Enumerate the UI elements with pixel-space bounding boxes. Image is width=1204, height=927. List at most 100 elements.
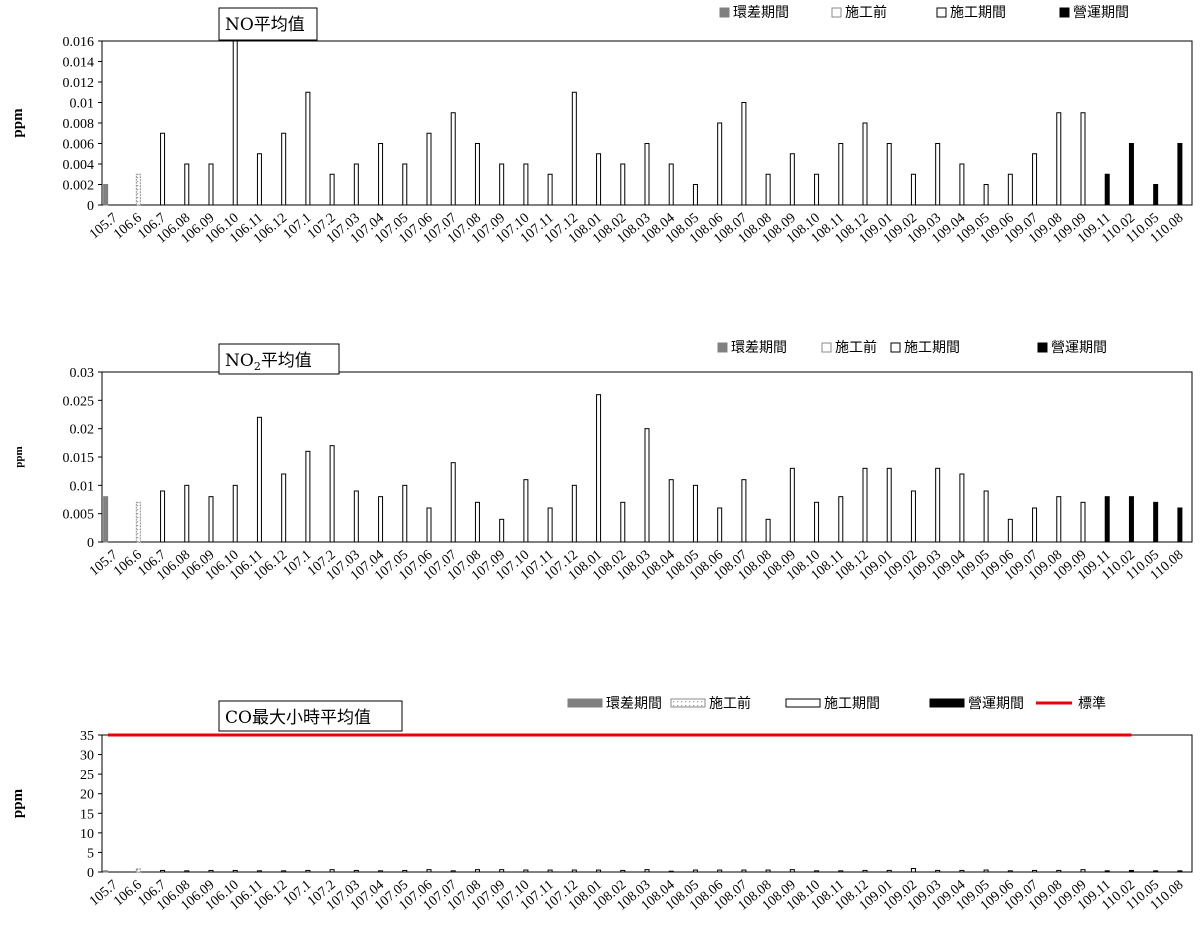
bar-106.7 <box>160 490 166 543</box>
bar-110.08 <box>1177 870 1183 873</box>
bar-107.09 <box>499 163 505 206</box>
bar-106.12 <box>281 132 287 206</box>
legend-label-1: 施工前 <box>845 4 887 21</box>
bar-107.2 <box>329 445 335 543</box>
bar-106.10 <box>232 484 238 543</box>
y-axis-label: ppm <box>13 446 25 467</box>
legend-label-3: 營運期間 <box>968 696 1024 712</box>
bar-108.03 <box>644 143 650 206</box>
bar-110.02 <box>1128 869 1134 873</box>
bar-108.08 <box>765 869 771 873</box>
bar-107.04 <box>378 143 384 206</box>
y-tick-label: 0.006 <box>63 138 95 153</box>
y-tick-label: 0.014 <box>63 56 95 71</box>
bar-107.03 <box>353 869 359 873</box>
y-axis-label: ppm <box>10 788 26 818</box>
bar-105.7 <box>103 496 109 543</box>
legend-swatch-1 <box>670 698 706 708</box>
bar-107.1 <box>305 869 311 873</box>
y-tick-label: 5 <box>87 846 94 861</box>
bar-108.07 <box>741 102 747 206</box>
legend-label-0: 環差期間 <box>731 340 787 356</box>
bar-108.06 <box>717 507 723 543</box>
bar-108.03 <box>644 869 650 873</box>
bar-109.03 <box>935 467 941 543</box>
plot-area <box>101 734 1193 873</box>
bar-106.6 <box>135 173 141 206</box>
y-tick-label: 0.004 <box>63 158 95 173</box>
bar-106.08 <box>184 163 190 206</box>
legend-swatch-3 <box>1059 7 1070 18</box>
bar-107.05 <box>402 484 408 543</box>
bar-109.09 <box>1080 501 1086 543</box>
y-tick-label: 0 <box>87 199 94 214</box>
bar-110.05 <box>1153 870 1159 873</box>
chart-title-box <box>218 7 318 41</box>
bar-107.10 <box>523 869 529 873</box>
bar-109.07 <box>1032 153 1038 206</box>
bar-108.02 <box>620 501 626 543</box>
bar-106.08 <box>184 870 190 873</box>
bar-107.12 <box>571 484 577 543</box>
bar-107.05 <box>402 869 408 873</box>
legend-swatch-2 <box>785 698 821 708</box>
bar-109.11 <box>1104 496 1110 543</box>
bar-108.05 <box>692 184 698 206</box>
bar-109.04 <box>959 869 965 873</box>
bar-109.08 <box>1056 112 1062 206</box>
bar-107.1 <box>305 450 311 543</box>
bar-108.04 <box>668 870 674 873</box>
bar-107.2 <box>329 173 335 206</box>
bar-109.08 <box>1056 869 1062 873</box>
bar-109.02 <box>910 867 916 873</box>
y-tick-label: 0.002 <box>63 179 95 194</box>
legend-label-2: 施工期間 <box>824 696 880 712</box>
bar-109.04 <box>959 163 965 206</box>
bar-107.09 <box>499 869 505 873</box>
co-max-hourly-chart: 05101520253035ppm105.7106.6106.7106.0810… <box>10 695 1193 914</box>
bar-109.09 <box>1080 869 1086 873</box>
bar-106.08 <box>184 484 190 543</box>
legend-swatch-3 <box>929 698 965 708</box>
bar-106.10 <box>232 40 238 206</box>
bar-110.02 <box>1128 496 1134 543</box>
bar-108.09 <box>789 467 795 543</box>
legend-swatch-0 <box>717 342 728 353</box>
bar-107.12 <box>571 869 577 873</box>
bar-106.12 <box>281 473 287 543</box>
bar-109.09 <box>1080 112 1086 206</box>
legend-label-3: 營運期間 <box>1073 5 1129 21</box>
bar-106.7 <box>160 869 166 873</box>
legend-label-0: 環差期間 <box>606 696 662 712</box>
bar-107.11 <box>547 173 553 206</box>
chart-title-box <box>218 700 403 732</box>
bar-107.11 <box>547 869 553 873</box>
bar-107.07 <box>450 462 456 543</box>
bar-108.06 <box>717 122 723 206</box>
legend-swatch-1 <box>831 7 842 18</box>
y-tick-label: 30 <box>80 749 94 764</box>
bar-109.11 <box>1104 173 1110 206</box>
y-tick-label: 35 <box>80 729 94 744</box>
bar-108.12 <box>862 467 868 543</box>
bar-109.07 <box>1032 507 1038 543</box>
y-tick-label: 0.016 <box>63 35 95 50</box>
no-average-chart: 0 0.002 0.004 0.006 0.008 0.01 0.012 0.014 0.016… <box>10 4 1193 247</box>
bar-110.05 <box>1153 501 1159 543</box>
bar-108.04 <box>668 163 674 206</box>
bar-108.05 <box>692 869 698 873</box>
chart-title: CO最大小時平均值 <box>225 708 371 728</box>
bar-106.12 <box>281 870 287 873</box>
y-tick-label: 0.015 <box>63 451 95 466</box>
legend-swatch-0 <box>567 698 603 708</box>
bar-109.05 <box>983 184 989 206</box>
y-tick-label: 0 <box>87 536 94 551</box>
legend-label-0: 環差期間 <box>733 5 789 21</box>
bar-107.04 <box>378 870 384 873</box>
bar-105.7 <box>103 184 109 206</box>
bar-107.09 <box>499 518 505 543</box>
y-tick-label: 0.01 <box>70 479 95 494</box>
bar-108.09 <box>789 153 795 206</box>
y-tick-label: 0.025 <box>63 394 95 409</box>
bar-108.02 <box>620 869 626 873</box>
